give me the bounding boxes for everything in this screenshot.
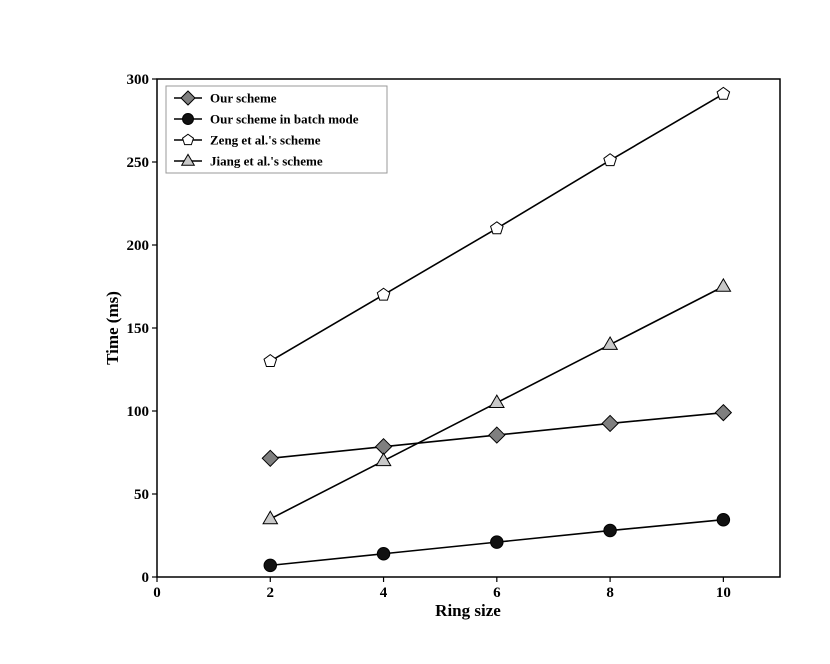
legend-label: Zeng et al.'s scheme <box>210 133 321 148</box>
legend-item: Zeng et al.'s scheme <box>174 133 321 148</box>
legend-box <box>165 85 388 174</box>
x-tick-label: 2 <box>267 585 275 601</box>
legend-label: Jiang et al.'s scheme <box>210 154 323 169</box>
legend-marker <box>181 133 195 146</box>
data-point <box>489 221 504 235</box>
x-tick-label: 6 <box>493 585 501 601</box>
data-point <box>716 86 731 100</box>
data-point <box>261 449 279 468</box>
data-point <box>714 403 733 422</box>
x-tick-label: 8 <box>606 585 614 601</box>
x-tick-label: 4 <box>380 585 388 601</box>
x-tick-label: 10 <box>716 585 731 601</box>
y-tick-label: 200 <box>127 238 150 254</box>
data-point <box>490 535 504 549</box>
data-point <box>376 547 391 561</box>
legend-item: Our scheme <box>174 90 277 106</box>
data-point <box>716 512 731 527</box>
legend-marker <box>182 113 194 125</box>
y-tick-label: 300 <box>127 72 150 88</box>
x-tick-label: 0 <box>153 585 161 601</box>
x-axis-title: Ring size <box>435 601 501 620</box>
data-point <box>603 523 617 538</box>
legend-label: Our scheme in batch mode <box>210 112 359 127</box>
legend-marker <box>180 153 196 166</box>
data-point <box>375 452 392 467</box>
plot-layer <box>261 86 733 573</box>
y-tick-label: 50 <box>134 487 149 503</box>
data-point <box>262 510 279 525</box>
data-point <box>715 277 732 292</box>
series-2 <box>263 512 731 573</box>
legend-item: Our scheme in batch mode <box>174 112 359 127</box>
series-1 <box>261 403 733 468</box>
data-point <box>263 354 278 368</box>
legend-marker <box>180 90 196 106</box>
y-tick-label: 250 <box>127 155 150 171</box>
series-3 <box>263 86 731 368</box>
y-tick-label: 0 <box>142 570 150 586</box>
data-point <box>488 394 505 408</box>
y-tick-label: 100 <box>127 404 150 420</box>
data-point <box>603 153 617 167</box>
series-4 <box>262 277 732 525</box>
y-axis: 0 50 100 150 200 250 300 <box>127 72 157 586</box>
data-point <box>602 336 619 350</box>
legend-label: Our scheme <box>210 91 277 106</box>
data-point <box>376 287 391 301</box>
y-tick-label: 150 <box>127 321 150 337</box>
legend: Our scheme Our scheme in batch mode Zeng e… <box>165 85 388 174</box>
legend-item: Jiang et al.'s scheme <box>174 153 323 169</box>
data-point <box>488 426 506 444</box>
y-axis-title: Time (ms) <box>103 291 122 365</box>
data-point <box>601 414 619 433</box>
x-axis: 0 2 4 6 8 10 <box>153 577 731 601</box>
data-point <box>263 558 278 573</box>
